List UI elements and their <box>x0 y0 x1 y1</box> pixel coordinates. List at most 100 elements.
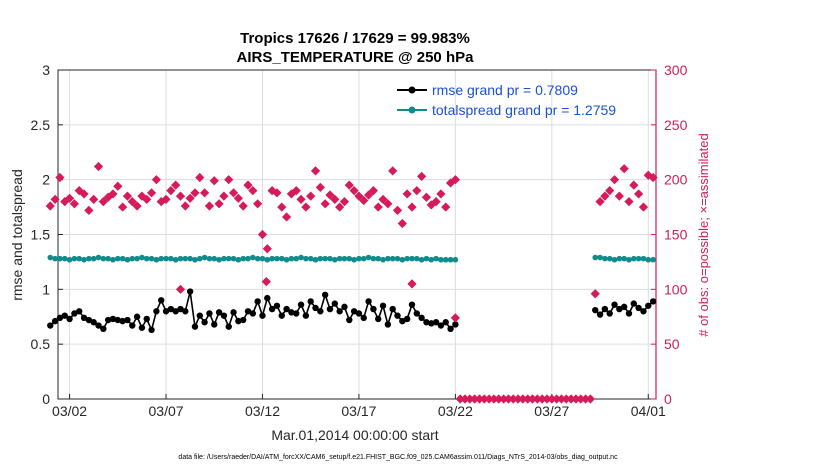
obs-count-point <box>330 194 340 205</box>
obs-count-point <box>441 202 451 212</box>
totalspread-point <box>124 256 131 263</box>
obs-count-point <box>122 191 133 201</box>
rmse-point <box>114 316 122 324</box>
totalspread-point <box>356 255 362 262</box>
totalspread-point <box>139 254 145 261</box>
totalspread-point <box>57 255 63 262</box>
totalspread-point <box>428 256 435 263</box>
obs-count-point <box>93 161 104 172</box>
totalspread-point <box>221 255 227 262</box>
obs-count-point <box>272 188 282 198</box>
rmse-point <box>649 298 657 305</box>
obs-count-point <box>175 191 186 201</box>
rmse-point <box>167 305 175 313</box>
totalspread-point <box>650 256 656 263</box>
totalspread-point <box>81 256 87 263</box>
y-right-tick-label: 100 <box>664 281 688 297</box>
obs-count-point <box>89 194 99 205</box>
obs-count-point <box>185 193 195 203</box>
rmse-point <box>249 310 257 317</box>
obs-count-point <box>113 181 123 191</box>
totalspread-point <box>143 255 150 262</box>
obs-count-point <box>354 191 364 201</box>
obs-count-point <box>291 186 301 196</box>
rmse-point <box>312 304 319 312</box>
obs-count-point <box>378 194 388 205</box>
obs-count-point <box>233 193 243 203</box>
rmse-point <box>355 310 363 317</box>
totalspread-point <box>129 255 136 262</box>
obs-count-point <box>609 175 620 185</box>
legend-spread-label: totalspread grand pr = 1.2759 <box>432 102 616 118</box>
obs-count-point <box>45 201 55 211</box>
rmse-point <box>611 301 618 308</box>
obs-count-point <box>214 199 224 209</box>
obs-zero-point <box>455 394 465 404</box>
obs-count-point <box>368 186 378 196</box>
obs-zero-point <box>465 394 475 404</box>
obs-count-point <box>320 199 330 209</box>
y-axis-right-label: # of obs: o=possible; ×=assimilated <box>696 133 711 336</box>
rmse-point <box>119 317 126 325</box>
rmse-point <box>423 319 430 326</box>
rmse-point <box>85 316 93 324</box>
rmse-point <box>124 316 131 324</box>
totalspread-point <box>611 256 618 263</box>
obs-count-point <box>431 197 441 207</box>
totalspread-point <box>86 255 92 262</box>
x-tick-label: 03/17 <box>341 403 376 419</box>
obs-count-point <box>436 189 446 199</box>
obs-count-point <box>171 180 181 190</box>
obs-zero-point <box>523 394 533 404</box>
rmse-point <box>592 306 599 314</box>
obs-zero-point <box>499 394 509 404</box>
x-tick-label: 03/07 <box>149 403 184 419</box>
obs-count-point <box>195 172 205 183</box>
y-right-tick-label: 250 <box>664 117 688 133</box>
rmse-point <box>100 325 107 333</box>
totalspread-point <box>365 254 372 261</box>
y-right-tick-label: 150 <box>664 227 688 243</box>
rmse-point <box>182 308 189 315</box>
obs-count-point <box>228 188 239 198</box>
totalspread-point <box>351 256 357 263</box>
totalspread-point <box>211 255 218 262</box>
rmse-point <box>56 314 64 322</box>
totalspread-point <box>322 255 328 262</box>
obs-zero-point <box>508 394 518 404</box>
y-tick-label: 1 <box>42 281 50 297</box>
obs-count-point <box>204 201 215 211</box>
totalspread-point <box>336 255 343 262</box>
obs-count-point <box>166 186 176 196</box>
totalspread-point <box>105 255 111 262</box>
rmse-point <box>201 319 208 326</box>
obs-count-point <box>373 202 383 212</box>
totalspread-point <box>115 255 121 262</box>
x-tick-label: 03/22 <box>438 403 473 419</box>
y-axis-right-ticks: 0 50 100 150 200 250 300 <box>651 62 688 407</box>
rmse-point <box>360 314 367 322</box>
totalspread-point <box>71 255 78 262</box>
rmse-point <box>104 316 112 324</box>
totalspread-point <box>250 254 256 261</box>
grid-lines <box>58 69 656 400</box>
obs-count-point <box>595 197 605 207</box>
rmse-point <box>428 320 435 327</box>
rmse-point <box>264 294 271 302</box>
obs-zero-point <box>537 394 547 404</box>
rmse-series <box>47 288 657 334</box>
rmse-point <box>196 312 203 319</box>
rmse-point <box>133 313 141 320</box>
obs-count-point <box>267 186 277 196</box>
totalspread-point <box>645 256 652 263</box>
data-file-footnote: data file: /Users/raeder/DAI/ATM_forcXX/… <box>178 454 618 461</box>
rmse-point <box>153 308 160 315</box>
obs-count-point <box>629 180 639 190</box>
legend-rmse-marker <box>408 86 416 94</box>
obs-count-point <box>600 191 610 201</box>
y-tick-label: 0.5 <box>31 336 51 352</box>
rmse-point <box>80 314 88 322</box>
obs-count-point <box>253 199 263 209</box>
totalspread-point <box>245 255 251 262</box>
totalspread-point <box>225 255 232 262</box>
